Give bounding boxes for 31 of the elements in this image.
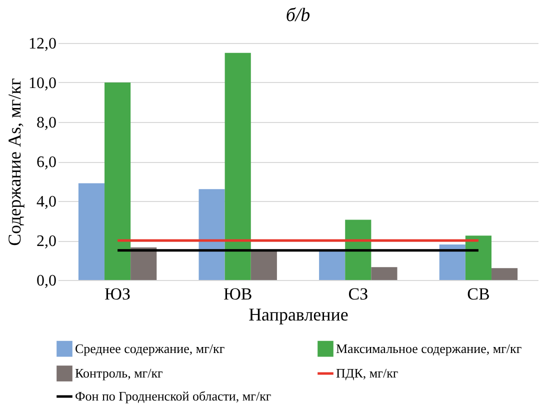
legend-label: Среднее содержание, мг/кг <box>75 340 225 356</box>
y-tick-label: 12,0 <box>28 36 56 52</box>
bar <box>250 250 277 280</box>
bar <box>319 250 346 280</box>
bar <box>465 236 492 280</box>
legend-label: ПДК, мг/кг <box>336 366 398 380</box>
y-tick-label: 6,0 <box>36 154 56 171</box>
bar <box>104 82 131 280</box>
y-tick-label: 4,0 <box>36 194 56 210</box>
x-axis-title: Направление <box>248 304 348 324</box>
y-axis-title: Содержание As, мг/кг <box>4 78 24 246</box>
bar <box>491 268 518 280</box>
y-tick-label: 10,0 <box>28 75 56 92</box>
legend-label: Фон по Гродненской области, мг/кг <box>75 388 272 404</box>
bar <box>439 244 466 280</box>
bar <box>371 267 398 280</box>
y-tick-label: 0,0 <box>36 272 56 290</box>
bar <box>78 183 105 280</box>
x-tick-label: ЮЗ <box>104 284 131 304</box>
x-tick-label: СВ <box>467 284 490 304</box>
y-tick-label: 8,0 <box>36 114 56 132</box>
x-tick-label: СЗ <box>348 284 368 304</box>
legend-label: Максимальное содержание, мг/кг <box>336 340 522 356</box>
x-tick-label: ЮВ <box>223 284 252 304</box>
bar <box>198 189 225 280</box>
bar <box>345 220 372 280</box>
legend-label: Контроль, мг/кг <box>75 366 163 380</box>
bar <box>224 52 251 280</box>
chart-title: б/b <box>286 5 310 26</box>
y-tick-label: 2,0 <box>36 233 56 250</box>
bar <box>130 247 157 280</box>
